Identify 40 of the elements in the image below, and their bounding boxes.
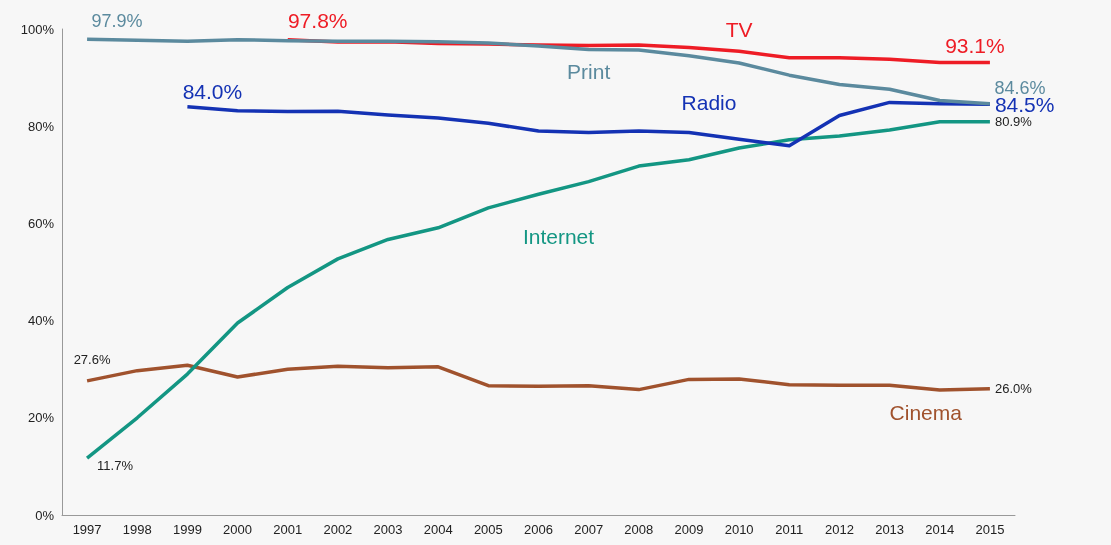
x-tick-label: 2011	[775, 522, 804, 537]
x-tick-label: 2010	[724, 522, 754, 537]
x-tick-label: 1998	[122, 522, 152, 537]
data-label: 80.9%	[994, 114, 1033, 130]
y-tick-label: 80%	[27, 118, 55, 134]
y-tick-label: 20%	[27, 410, 55, 426]
data-label: 97.8%	[287, 8, 348, 32]
x-tick-label: 2000	[223, 522, 253, 537]
x-tick-label: 2004	[423, 522, 453, 537]
y-tick-label: 0%	[35, 507, 55, 523]
x-tick-label: 2008	[624, 522, 654, 537]
x-tick-label: 1997	[72, 522, 102, 537]
data-label: 84.0%	[182, 79, 243, 103]
series-label: Internet	[522, 224, 595, 248]
x-tick-label: 2001	[273, 522, 303, 537]
y-tick-label: 60%	[27, 215, 55, 231]
data-label: 84.6%	[994, 77, 1046, 98]
y-tick-label: 100%	[20, 21, 55, 37]
data-label: 11.7%	[97, 457, 134, 473]
x-tick-label: 2007	[574, 522, 604, 537]
x-tick-label: 2006	[524, 522, 553, 537]
x-tick-label: 2009	[674, 522, 704, 537]
x-tick-label: 1999	[172, 522, 202, 537]
data-label: 27.6%	[73, 351, 111, 367]
data-label: 97.9%	[91, 11, 143, 32]
x-tick-label: 2014	[925, 522, 955, 537]
x-tick-label: 2013	[875, 522, 905, 537]
series-label: Print	[567, 59, 611, 83]
data-label: 26.0%	[994, 381, 1033, 397]
x-tick-label: 2005	[473, 522, 503, 537]
x-tick-label: 2003	[373, 522, 403, 537]
x-tick-label: 2015	[975, 522, 1005, 537]
x-tick-label: 2002	[323, 522, 353, 537]
line-series	[85, 363, 992, 392]
y-tick-label: 40%	[27, 313, 55, 329]
data-label: 93.1%	[945, 33, 1005, 57]
series-label: TV	[725, 17, 753, 41]
x-tick-label: 2012	[824, 522, 854, 537]
series-label: Cinema	[889, 400, 963, 424]
series-label: Radio	[681, 91, 737, 115]
